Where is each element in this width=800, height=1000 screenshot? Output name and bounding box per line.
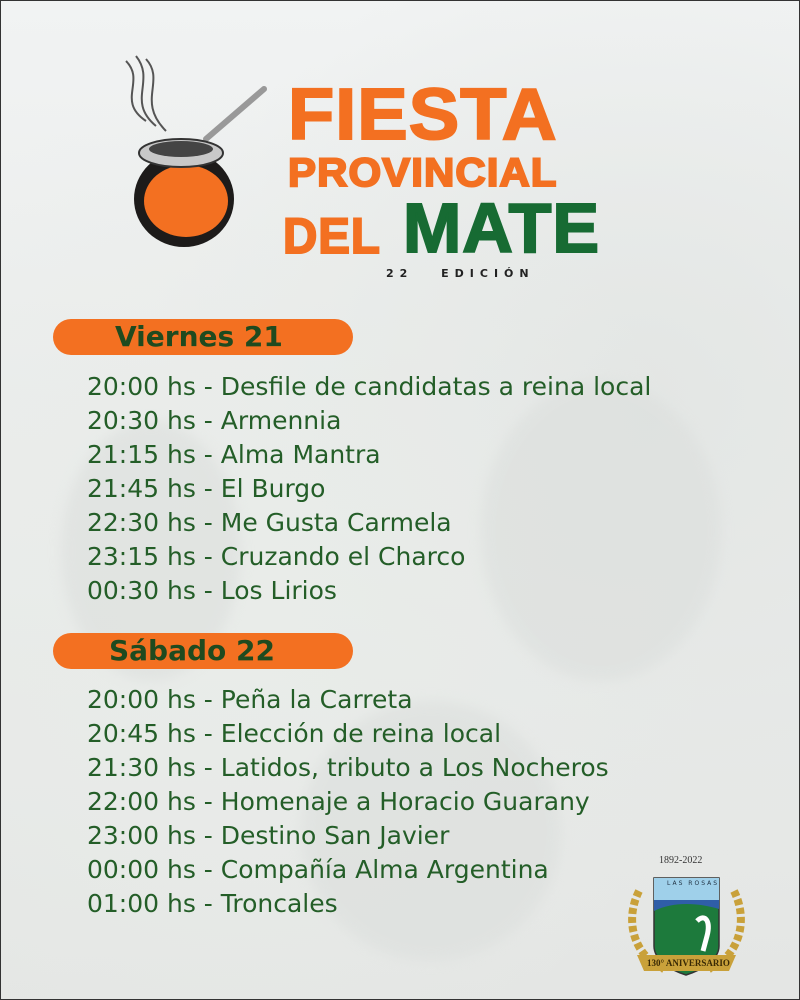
schedule-item: 00:30 hs - Los Lirios	[87, 576, 337, 605]
logo-ribbon: 130° ANIVERSARIO	[647, 958, 730, 968]
schedule-item: 22:00 hs - Homenaje a Horacio Guarany	[87, 787, 590, 816]
schedule-item: 22:30 hs - Me Gusta Carmela	[87, 508, 452, 537]
schedule-item: 21:15 hs - Alma Mantra	[87, 440, 381, 469]
schedule-item: 20:00 hs - Peña la Carreta	[87, 685, 413, 714]
day-header-sabado: Sábado 22	[53, 633, 353, 669]
mate-gourd-icon	[125, 55, 267, 247]
schedule-item: 21:45 hs - El Burgo	[87, 474, 326, 503]
title-fiesta: FIESTA	[287, 75, 558, 155]
edition-label: 22 EDICIÓN	[386, 267, 535, 280]
schedule-item: 23:00 hs - Destino San Javier	[87, 821, 450, 850]
logo-years: 1892-2022	[659, 855, 703, 866]
title-provincial: PROVINCIAL	[287, 151, 558, 195]
schedule-item: 20:00 hs - Desfile de candidatas a reina…	[87, 372, 652, 401]
schedule-item: 20:30 hs - Armennia	[87, 406, 342, 435]
title-mate: MATE	[402, 189, 601, 267]
schedule-item: 01:00 hs - Troncales	[87, 889, 338, 918]
day-header-viernes: Viernes 21	[53, 319, 353, 355]
schedule-viernes: 20:00 hs - Desfile de candidatas a reina…	[87, 370, 651, 608]
schedule-item: 20:45 hs - Elección de reina local	[87, 719, 502, 748]
title-del: DEL	[282, 208, 381, 264]
las-rosas-anniversary-logo: 1892-2022 LAS ROSAS 130° ANIVERSARIO	[619, 851, 754, 990]
schedule-item: 23:15 hs - Cruzando el Charco	[87, 542, 466, 571]
schedule-sabado: 20:00 hs - Peña la Carreta 20:45 hs - El…	[87, 683, 609, 921]
logo-name: LAS ROSAS	[667, 880, 720, 887]
schedule-item: 21:30 hs - Latidos, tributo a Los Nocher…	[87, 753, 609, 782]
schedule-item: 00:00 hs - Compañía Alma Argentina	[87, 855, 549, 884]
